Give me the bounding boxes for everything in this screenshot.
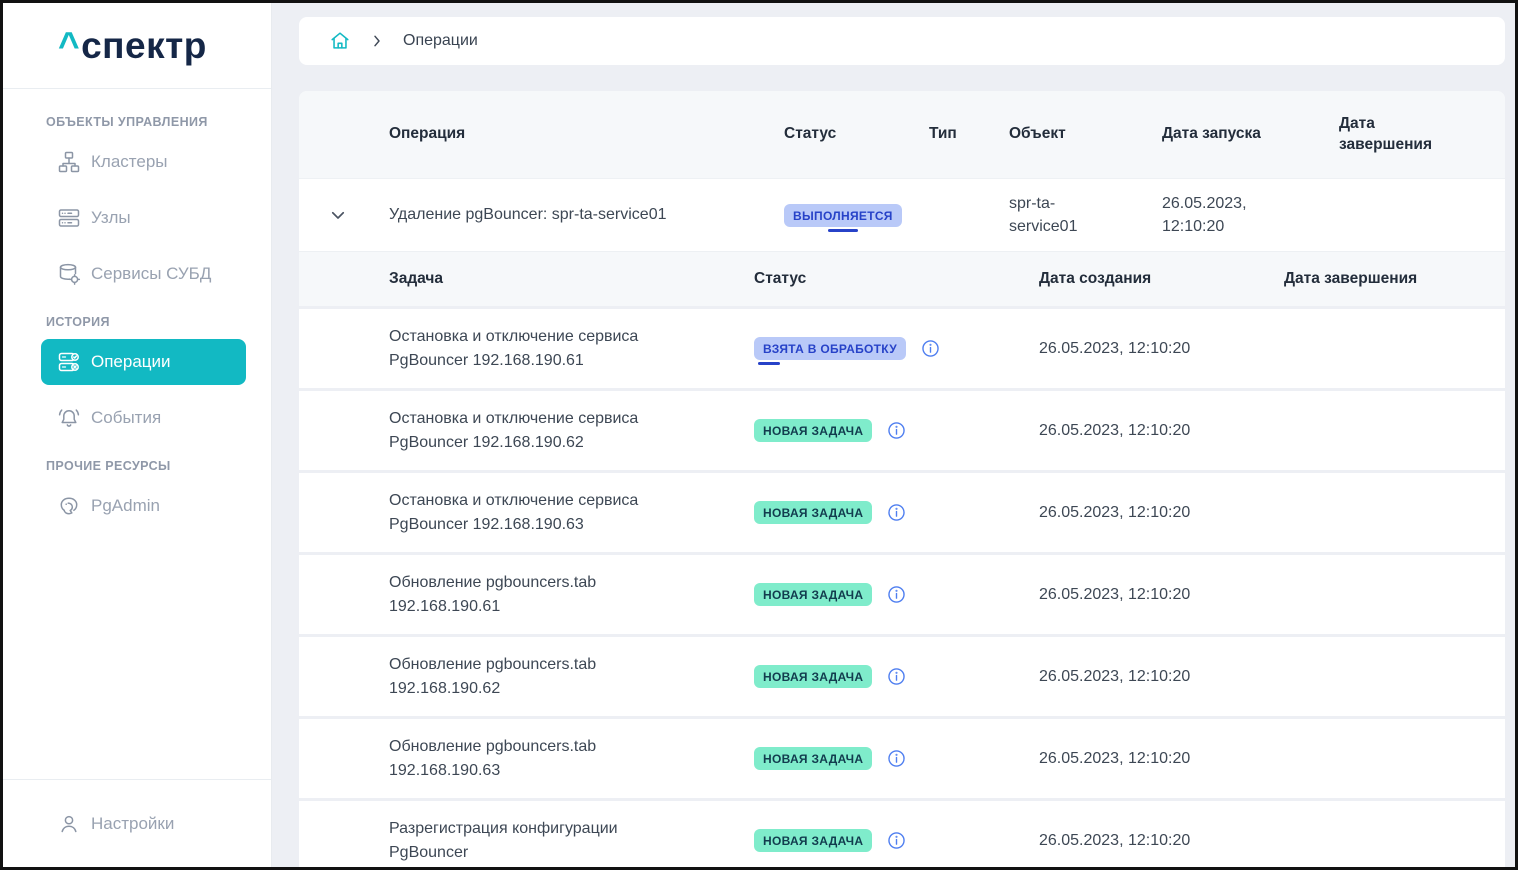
collapse-chevron-icon[interactable]: [329, 206, 347, 224]
sidebar-item-label: События: [91, 408, 162, 427]
operation-name: Удаление pgBouncer: spr-ta-service01: [389, 206, 667, 224]
home-icon[interactable]: [329, 30, 351, 52]
status-badge-new: НОВАЯ ЗАДАЧА: [754, 501, 873, 524]
breadcrumb: Операции: [299, 17, 1505, 65]
task-created: 26.05.2023, 12:10:20: [1039, 749, 1191, 767]
column-header-finished: Дата завершения: [1284, 269, 1418, 287]
main-content: Операции Операция Статус Тип Объект Дата…: [299, 3, 1505, 867]
task-name: Обновление pgbouncers.tab 192.168.190.63: [389, 738, 597, 779]
status-badge-running: ВЫПОЛНЯЕТСЯ: [784, 203, 902, 232]
sidebar-item-label: Кластеры: [91, 152, 168, 171]
sidebar-item-label: Узлы: [91, 208, 131, 227]
task-created: 26.05.2023, 12:10:20: [1039, 667, 1191, 685]
operations-table: Операция Статус Тип Объект Дата запуска …: [299, 91, 1505, 867]
task-row: Обновление pgbouncers.tab 192.168.190.62…: [299, 634, 1505, 716]
task-created: 26.05.2023, 12:10:20: [1039, 831, 1191, 849]
info-icon[interactable]: [886, 830, 907, 851]
sidebar-item-label: Сервисы СУБД: [91, 264, 212, 283]
column-header-task: Задача: [389, 269, 444, 287]
info-icon[interactable]: [886, 666, 907, 687]
nodes-icon: [57, 206, 81, 230]
sidebar-item-events[interactable]: События: [41, 395, 246, 441]
sidebar-item-label: Настройки: [91, 813, 175, 833]
breadcrumb-current: Операции: [403, 32, 478, 49]
task-name: Остановка и отключение сервиса PgBouncer…: [389, 410, 639, 451]
chevron-right-icon: [369, 33, 385, 49]
info-icon[interactable]: [886, 420, 907, 441]
status-badge-processing: ВЗЯТА В ОБРАБОТКУ: [754, 337, 906, 365]
column-header-status: Статус: [784, 125, 837, 143]
column-header-start-date: Дата запуска: [1162, 125, 1261, 143]
task-name: Остановка и отключение сервиса PgBouncer…: [389, 492, 639, 533]
column-header-task-status: Статус: [754, 269, 807, 287]
pgadmin-icon: [57, 494, 81, 518]
status-badge-new: НОВАЯ ЗАДАЧА: [754, 583, 873, 606]
status-badge-new: НОВАЯ ЗАДАЧА: [754, 665, 873, 688]
status-badge-new: НОВАЯ ЗАДАЧА: [754, 747, 873, 770]
task-row: Обновление pgbouncers.tab 192.168.190.63…: [299, 716, 1505, 798]
clusters-icon: [57, 150, 81, 174]
section-label-objects: ОБЪЕКТЫ УПРАВЛЕНИЯ: [46, 115, 208, 129]
sidebar: ^ спектр ОБЪЕКТЫ УПРАВЛЕНИЯ Кластеры: [3, 3, 272, 867]
sidebar-item-pgadmin[interactable]: PgAdmin: [41, 483, 246, 529]
column-header-type: Тип: [929, 125, 957, 143]
sidebar-item-nodes[interactable]: Узлы: [41, 195, 246, 241]
task-created: 26.05.2023, 12:10:20: [1039, 503, 1191, 521]
info-icon[interactable]: [886, 502, 907, 523]
sidebar-item-db-services[interactable]: Сервисы СУБД: [41, 251, 246, 297]
app-logo: ^ спектр: [3, 3, 271, 89]
task-created: 26.05.2023, 12:10:20: [1039, 585, 1191, 603]
task-name: Обновление pgbouncers.tab 192.168.190.62: [389, 656, 597, 697]
operations-header-row: Операция Статус Тип Объект Дата запуска …: [299, 91, 1505, 178]
logo-caret-icon: ^: [58, 24, 81, 66]
status-badge-new: НОВАЯ ЗАДАЧА: [754, 419, 873, 442]
task-row: Остановка и отключение сервиса PgBouncer…: [299, 306, 1505, 388]
sidebar-item-label: Операции: [91, 352, 171, 371]
section-label-history: ИСТОРИЯ: [46, 315, 110, 329]
info-icon[interactable]: [886, 584, 907, 605]
task-created: 26.05.2023, 12:10:20: [1039, 339, 1191, 357]
tasks-header-row: Задача Статус Дата создания Дата заверше…: [299, 251, 1505, 306]
sidebar-item-clusters[interactable]: Кластеры: [41, 139, 246, 185]
info-icon[interactable]: [920, 338, 941, 359]
section-label-other-resources: ПРОЧИЕ РЕСУРСЫ: [46, 459, 171, 473]
sidebar-footer: Настройки: [3, 779, 271, 867]
column-header-operation: Операция: [389, 125, 466, 143]
user-icon: [57, 812, 81, 836]
operation-object: spr-ta-service01: [1009, 194, 1078, 235]
logo-text: спектр: [81, 24, 207, 66]
sidebar-item-label: PgAdmin: [91, 496, 160, 515]
task-name: Обновление pgbouncers.tab 192.168.190.61: [389, 574, 597, 615]
sidebar-item-operations[interactable]: Операции: [41, 339, 246, 385]
task-name: Разрегистрация конфигурации PgBouncer: [389, 820, 618, 861]
status-badge-new: НОВАЯ ЗАДАЧА: [754, 829, 873, 852]
column-header-end-date: Дата завершения: [1339, 115, 1433, 153]
task-name: Остановка и отключение сервиса PgBouncer…: [389, 328, 639, 369]
operation-row[interactable]: Удаление pgBouncer: spr-ta-service01 ВЫП…: [299, 178, 1505, 251]
db-services-icon: [57, 262, 81, 286]
operation-start-date: 26.05.2023, 12:10:20: [1162, 194, 1247, 235]
task-row: Разрегистрация конфигурации PgBouncer НО…: [299, 798, 1505, 867]
column-header-object: Объект: [1009, 125, 1066, 143]
column-header-created: Дата создания: [1039, 269, 1152, 287]
progress-indicator: [827, 228, 858, 232]
info-icon[interactable]: [886, 748, 907, 769]
operations-icon: [57, 350, 81, 374]
task-row: Обновление pgbouncers.tab 192.168.190.61…: [299, 552, 1505, 634]
task-row: Остановка и отключение сервиса PgBouncer…: [299, 388, 1505, 470]
progress-indicator: [758, 362, 780, 365]
task-created: 26.05.2023, 12:10:20: [1039, 421, 1191, 439]
task-row: Остановка и отключение сервиса PgBouncer…: [299, 470, 1505, 552]
sidebar-nav: ОБЪЕКТЫ УПРАВЛЕНИЯ Кластеры: [3, 89, 271, 529]
sidebar-item-settings[interactable]: Настройки: [57, 812, 174, 836]
events-icon: [57, 406, 81, 430]
